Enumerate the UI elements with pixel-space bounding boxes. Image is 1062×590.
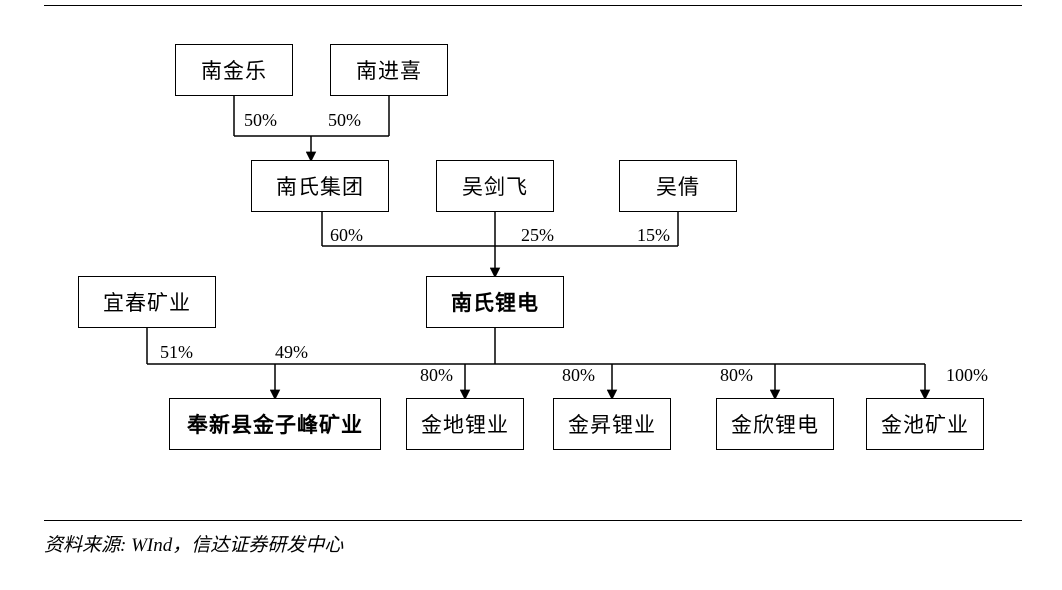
node-wuqian: 吴倩 xyxy=(619,160,737,212)
pct-p15: 15% xyxy=(637,225,670,246)
node-label: 金池矿业 xyxy=(881,409,969,439)
top-rule xyxy=(44,5,1022,6)
node-wujianfei: 吴剑飞 xyxy=(436,160,554,212)
node-label: 奉新县金子峰矿业 xyxy=(187,409,363,439)
pct-p80b: 80% xyxy=(562,365,595,386)
node-label: 南氏锂电 xyxy=(451,287,539,317)
node-jinsheng: 金昇锂业 xyxy=(553,398,671,450)
node-label: 南金乐 xyxy=(201,55,267,85)
node-label: 吴剑飞 xyxy=(462,171,528,201)
node-nansgroup: 南氏集团 xyxy=(251,160,389,212)
pct-p80a: 80% xyxy=(420,365,453,386)
pct-p50a: 50% xyxy=(244,110,277,131)
pct-p60: 60% xyxy=(330,225,363,246)
pct-p100: 100% xyxy=(946,365,988,386)
pct-p50b: 50% xyxy=(328,110,361,131)
node-yichun: 宜春矿业 xyxy=(78,276,216,328)
caption: 资料来源: WInd，信达证券研发中心 xyxy=(44,530,343,557)
node-label: 吴倩 xyxy=(656,171,700,201)
node-jindi: 金地锂业 xyxy=(406,398,524,450)
node-nanjinle: 南金乐 xyxy=(175,44,293,96)
node-label: 南氏集团 xyxy=(276,171,364,201)
node-jinxin: 金欣锂电 xyxy=(716,398,834,450)
node-jinchi: 金池矿业 xyxy=(866,398,984,450)
bottom-rule xyxy=(44,520,1022,521)
node-fengxin: 奉新县金子峰矿业 xyxy=(169,398,381,450)
node-nansli: 南氏锂电 xyxy=(426,276,564,328)
node-label: 金地锂业 xyxy=(421,409,509,439)
pct-p80c: 80% xyxy=(720,365,753,386)
pct-p25: 25% xyxy=(521,225,554,246)
node-nanjinxi: 南进喜 xyxy=(330,44,448,96)
node-label: 金昇锂业 xyxy=(568,409,656,439)
node-label: 南进喜 xyxy=(356,55,422,85)
node-label: 金欣锂电 xyxy=(731,409,819,439)
pct-p51: 51% xyxy=(160,342,193,363)
pct-p49: 49% xyxy=(275,342,308,363)
node-label: 宜春矿业 xyxy=(103,287,191,317)
